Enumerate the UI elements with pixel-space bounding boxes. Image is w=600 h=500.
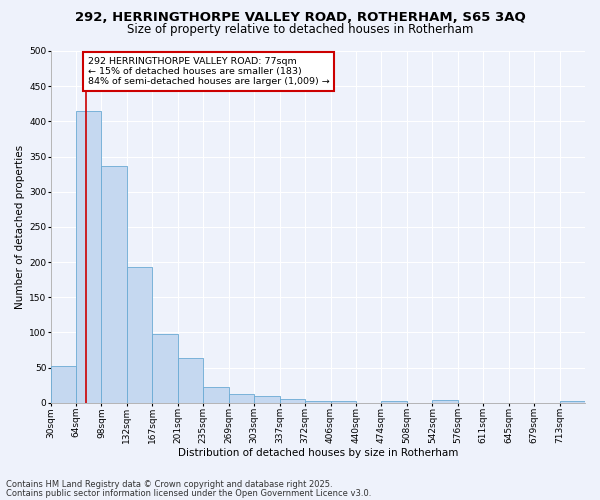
Text: Size of property relative to detached houses in Rotherham: Size of property relative to detached ho… xyxy=(127,22,473,36)
Bar xyxy=(127,267,152,403)
Bar xyxy=(101,166,127,403)
Bar xyxy=(280,398,305,403)
Y-axis label: Number of detached properties: Number of detached properties xyxy=(15,145,25,309)
Bar xyxy=(76,111,101,403)
Bar xyxy=(50,366,76,403)
Bar xyxy=(305,402,331,403)
Bar xyxy=(178,358,203,403)
Bar xyxy=(254,396,280,403)
Text: 292 HERRINGTHORPE VALLEY ROAD: 77sqm
← 15% of detached houses are smaller (183)
: 292 HERRINGTHORPE VALLEY ROAD: 77sqm ← 1… xyxy=(88,56,329,86)
Bar xyxy=(560,402,585,403)
Bar xyxy=(203,388,229,403)
Text: Contains HM Land Registry data © Crown copyright and database right 2025.: Contains HM Land Registry data © Crown c… xyxy=(6,480,332,489)
Text: 292, HERRINGTHORPE VALLEY ROAD, ROTHERHAM, S65 3AQ: 292, HERRINGTHORPE VALLEY ROAD, ROTHERHA… xyxy=(74,11,526,24)
Text: Contains public sector information licensed under the Open Government Licence v3: Contains public sector information licen… xyxy=(6,489,371,498)
Bar xyxy=(433,400,458,403)
Bar xyxy=(152,334,178,403)
Bar xyxy=(331,402,356,403)
X-axis label: Distribution of detached houses by size in Rotherham: Distribution of detached houses by size … xyxy=(178,448,458,458)
Bar xyxy=(382,402,407,403)
Bar xyxy=(229,394,254,403)
